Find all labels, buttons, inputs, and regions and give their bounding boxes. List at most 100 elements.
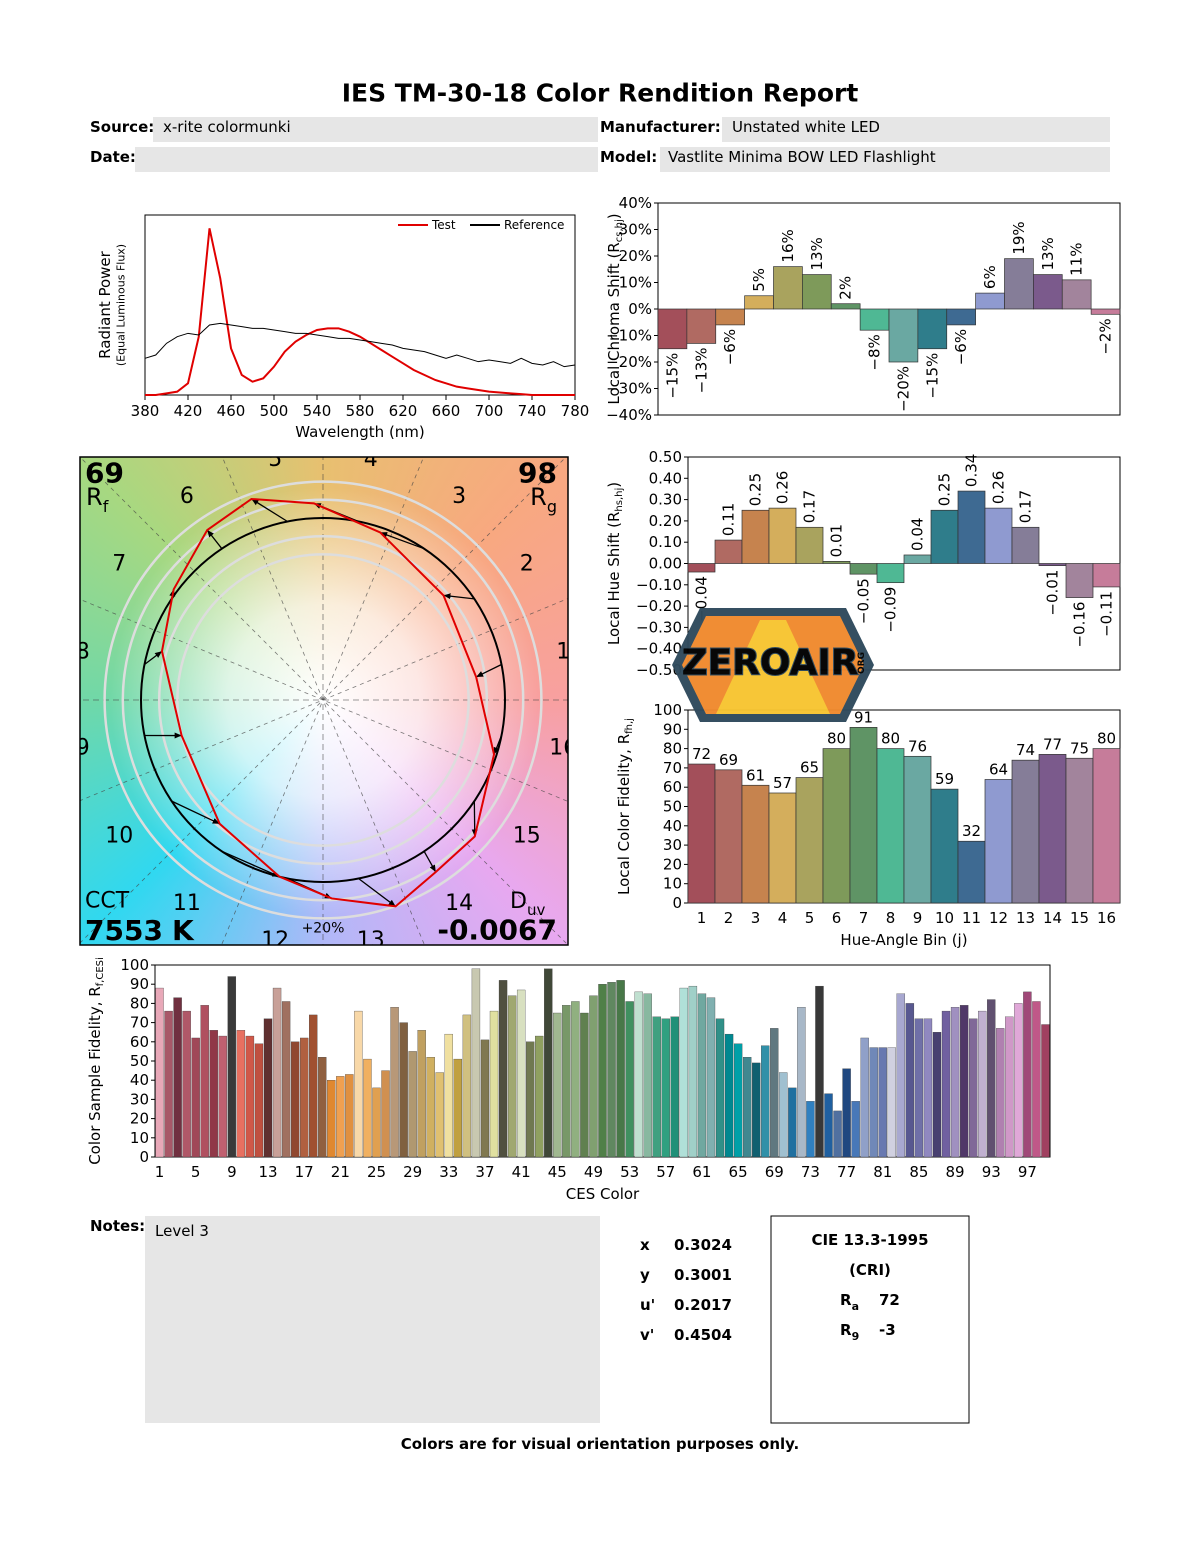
y-tick-label: 70 — [663, 759, 682, 777]
rg-symbol-main: R — [530, 483, 547, 511]
value-label: 80 — [881, 730, 900, 748]
value-label: −0.01 — [1044, 570, 1062, 616]
cri-subtitle: (CRI) — [849, 1261, 891, 1279]
x-tick-label: 21 — [331, 1163, 350, 1181]
y-tick-label: 50 — [130, 1052, 149, 1070]
bar — [957, 490, 986, 564]
bar — [697, 993, 707, 1158]
bar — [1011, 526, 1040, 564]
bar — [589, 995, 598, 1158]
x-tick-label: 53 — [620, 1163, 639, 1181]
cct-unit: K — [172, 914, 195, 947]
bar — [715, 308, 745, 326]
report-title: IES TM-30-18 Color Rendition Report — [342, 79, 859, 108]
duv-label: Duv — [510, 889, 545, 920]
r9-symbol-sub: 9 — [852, 1330, 860, 1343]
bar — [155, 987, 164, 1158]
x-tick-label: 540 — [303, 402, 332, 420]
shift-arrow — [251, 498, 288, 523]
bin-label: 1 — [556, 640, 570, 665]
test-polygon — [160, 497, 496, 908]
shift-arrow — [475, 663, 502, 678]
bar — [987, 999, 996, 1158]
bar — [643, 993, 652, 1158]
value-label: 91 — [854, 708, 873, 726]
bar — [742, 1057, 752, 1158]
bar — [946, 308, 976, 326]
bar — [535, 1035, 544, 1158]
value-label: −0.09 — [882, 587, 900, 633]
bar — [480, 1039, 490, 1158]
bar — [851, 1101, 860, 1158]
bar — [544, 968, 553, 1158]
shift-arrow — [379, 531, 425, 550]
bin-label: 14 — [445, 891, 473, 916]
bar — [679, 987, 689, 1158]
value-label: 77 — [1043, 735, 1062, 753]
bar — [978, 1010, 987, 1158]
cct-label: CCT — [85, 889, 130, 914]
bar — [661, 1018, 670, 1158]
field-box — [722, 117, 1110, 142]
bar — [795, 526, 824, 564]
y-tick-label: 30 — [130, 1090, 149, 1108]
ra-symbol: Ra — [840, 1291, 859, 1313]
ring — [157, 534, 489, 866]
y-tick-label: −10% — [606, 327, 652, 345]
value-label: 0.17 — [801, 490, 819, 523]
bar — [616, 980, 625, 1158]
field-label: Model: — [600, 148, 657, 166]
bar — [806, 1101, 815, 1158]
value-label: 13% — [1039, 237, 1057, 270]
bin-label: 15 — [513, 824, 541, 849]
value-label: 0.17 — [1017, 490, 1035, 523]
bar — [975, 292, 1005, 310]
field-box — [135, 147, 598, 172]
x-tick-label: 420 — [174, 402, 203, 420]
value-label: −2% — [1097, 318, 1115, 354]
bin-label: 9 — [76, 735, 90, 760]
footer-note: Colors are for visual orientation purpos… — [401, 1435, 800, 1453]
bar — [634, 991, 643, 1158]
plot-frame — [144, 214, 576, 396]
y-axis-label-end: ) — [605, 482, 623, 488]
value-label: 57 — [773, 774, 792, 792]
x-tick-label: 45 — [548, 1163, 567, 1181]
y-axis-label-sub: hs,hj — [614, 488, 625, 512]
y-tick-label: 0.00 — [649, 555, 682, 573]
cri-box — [770, 1215, 970, 1424]
x-tick-label: 49 — [584, 1163, 603, 1181]
bar — [905, 1003, 915, 1158]
bar — [245, 1035, 255, 1158]
ring — [121, 498, 525, 902]
y-tick-label: −40% — [606, 406, 652, 424]
bar — [1092, 748, 1121, 904]
bar — [887, 1047, 896, 1158]
bar — [444, 1033, 453, 1158]
value-label: −0.11 — [1098, 591, 1116, 637]
bar — [1033, 274, 1063, 310]
x-tick-label: 97 — [1018, 1163, 1037, 1181]
bar — [1065, 757, 1094, 904]
bar — [802, 274, 832, 310]
bar — [1041, 1024, 1050, 1158]
y-axis-label-text: Color Sample Fidelity, R — [86, 986, 104, 1164]
value-label: −0.16 — [1071, 602, 1089, 648]
shift-arrow — [443, 593, 475, 600]
value-label: 16% — [779, 229, 797, 262]
bar — [903, 554, 932, 564]
value-label: 59 — [935, 770, 954, 788]
bar — [200, 1005, 209, 1158]
bar — [299, 1037, 309, 1158]
bar — [830, 303, 861, 310]
bar — [426, 1057, 435, 1158]
bin-divider — [80, 598, 568, 802]
bar — [686, 308, 717, 344]
bin-label: 6 — [180, 484, 194, 509]
y-tick-label: 80 — [663, 740, 682, 758]
field-box — [153, 117, 598, 142]
bar — [236, 1030, 246, 1158]
bar — [815, 985, 824, 1158]
value-label: −6% — [721, 329, 739, 365]
